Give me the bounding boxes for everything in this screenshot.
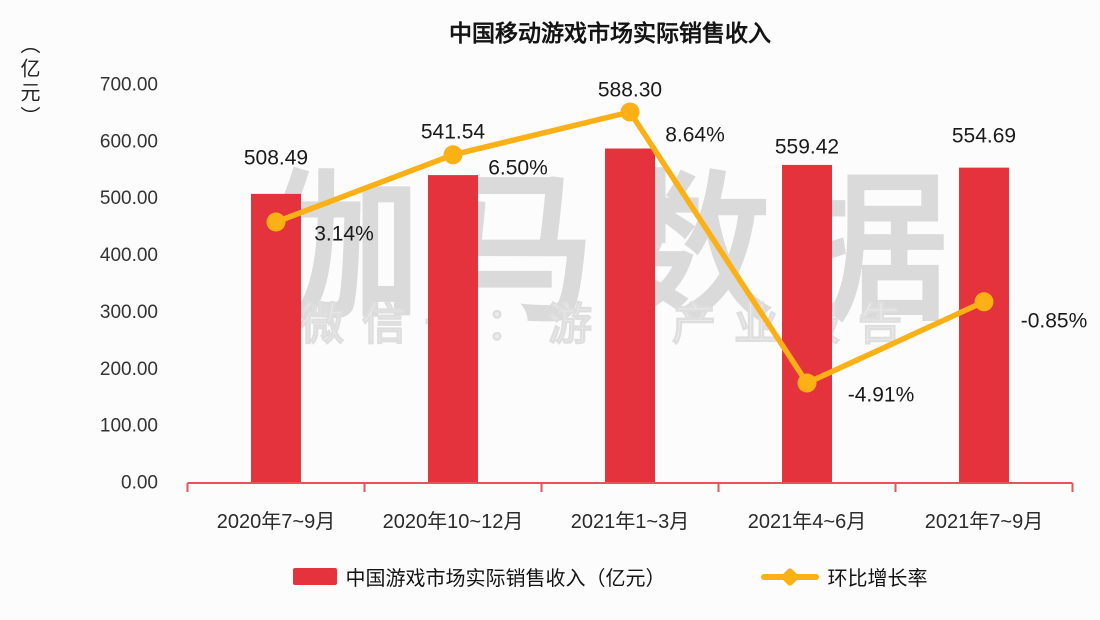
legend-line-marker-icon [779, 566, 800, 587]
x-tick-label: 2020年7~9月 [217, 510, 335, 533]
y-tick-label: 100.00 [100, 416, 158, 437]
chart-title: 中国移动游戏市场实际销售收入 [449, 20, 771, 46]
x-tick-label: 2021年7~9月 [925, 510, 1043, 533]
legend-item-growth: 环比增长率 [760, 562, 928, 591]
x-tick-label: 2021年1~3月 [571, 510, 689, 533]
growth-value-label: -0.85% [1021, 310, 1088, 333]
y-axis-unit-label: （亿元） [17, 34, 39, 130]
bar-value-label: 508.49 [244, 147, 308, 170]
watermark-main: 伽马数据 [140, 170, 1080, 332]
y-tick-label: 300.00 [100, 302, 158, 323]
y-tick-label: 700.00 [100, 75, 158, 96]
x-tick-label: 2021年4~6月 [748, 510, 866, 533]
revenue-bar [251, 193, 301, 483]
line-marker [266, 212, 286, 232]
bar-value-label: 554.69 [952, 125, 1016, 148]
growth-value-label: -4.91% [848, 384, 915, 407]
bar-value-label: 588.30 [598, 79, 662, 102]
y-tick-label: 400.00 [100, 245, 158, 266]
growth-value-label: 8.64% [665, 124, 725, 147]
line-marker [620, 102, 640, 122]
legend-item-revenue: 中国游戏市场实际销售收入（亿元） [292, 562, 666, 591]
x-tick-label: 2020年10~12月 [383, 510, 524, 533]
revenue-bar [959, 167, 1009, 483]
revenue-bar [605, 148, 655, 483]
legend-line-swatch [760, 566, 819, 587]
line-marker [797, 373, 817, 393]
legend-bar-label: 中国游戏市场实际销售收入（亿元） [345, 568, 666, 590]
legend-bar-swatch [292, 568, 337, 585]
bar-value-label: 541.54 [421, 121, 486, 144]
y-tick-label: 200.00 [100, 359, 158, 380]
legend-line-label: 环比增长率 [827, 568, 928, 590]
line-marker [443, 145, 463, 165]
y-tick-label: 0.00 [121, 473, 158, 494]
revenue-bar [782, 164, 832, 484]
y-tick-label: 600.00 [100, 131, 158, 152]
line-marker [974, 292, 994, 312]
y-tick-label: 500.00 [100, 188, 158, 209]
bar-value-label: 559.42 [775, 136, 839, 159]
growth-value-label: 3.14% [314, 223, 374, 246]
legend: 中国游戏市场实际销售收入（亿元） 环比增长率 [140, 562, 1080, 591]
revenue-bar [428, 175, 478, 483]
growth-value-label: 6.50% [488, 157, 548, 180]
